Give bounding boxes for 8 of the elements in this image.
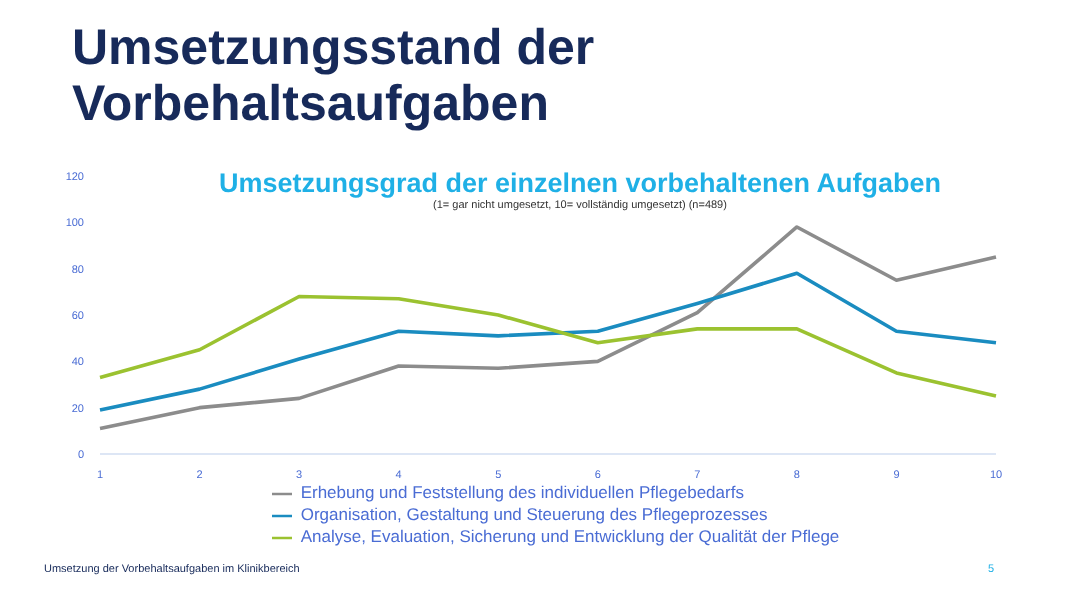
- legend-label: Erhebung und Feststellung des individuellen Pflegebedarfs: [300, 482, 744, 502]
- line-series: [98, 271, 998, 412]
- line-series: [98, 294, 998, 398]
- chart-subtitle: Umsetzungsgrad der einzelnen vorbehaltenen Aufgaben: [216, 168, 944, 198]
- legend-label: Organisation, Gestaltung und Steuerung des Pflegeprozesses: [300, 504, 768, 524]
- legend-label: Analyse, Evaluation, Sicherung und Entwicklung der Qualität der Pflege: [300, 526, 840, 546]
- chart-title: Umsetzungsstand der Vorbehaltsaufgaben: [72, 20, 597, 132]
- line-series: [98, 225, 998, 431]
